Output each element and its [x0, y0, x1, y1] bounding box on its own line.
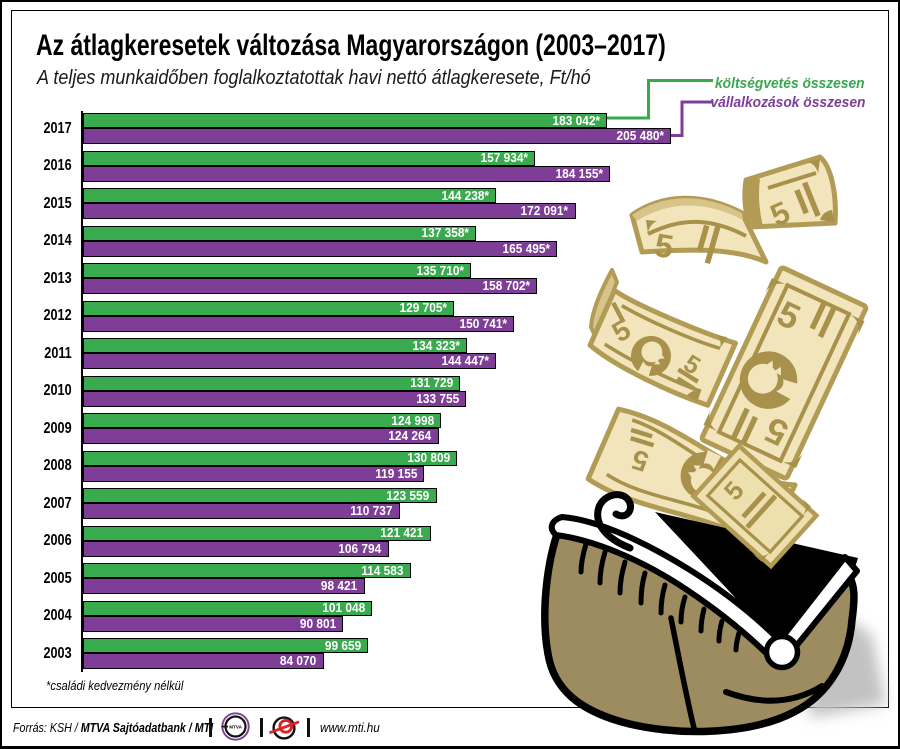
svg-text:MTVA: MTVA [229, 724, 242, 729]
